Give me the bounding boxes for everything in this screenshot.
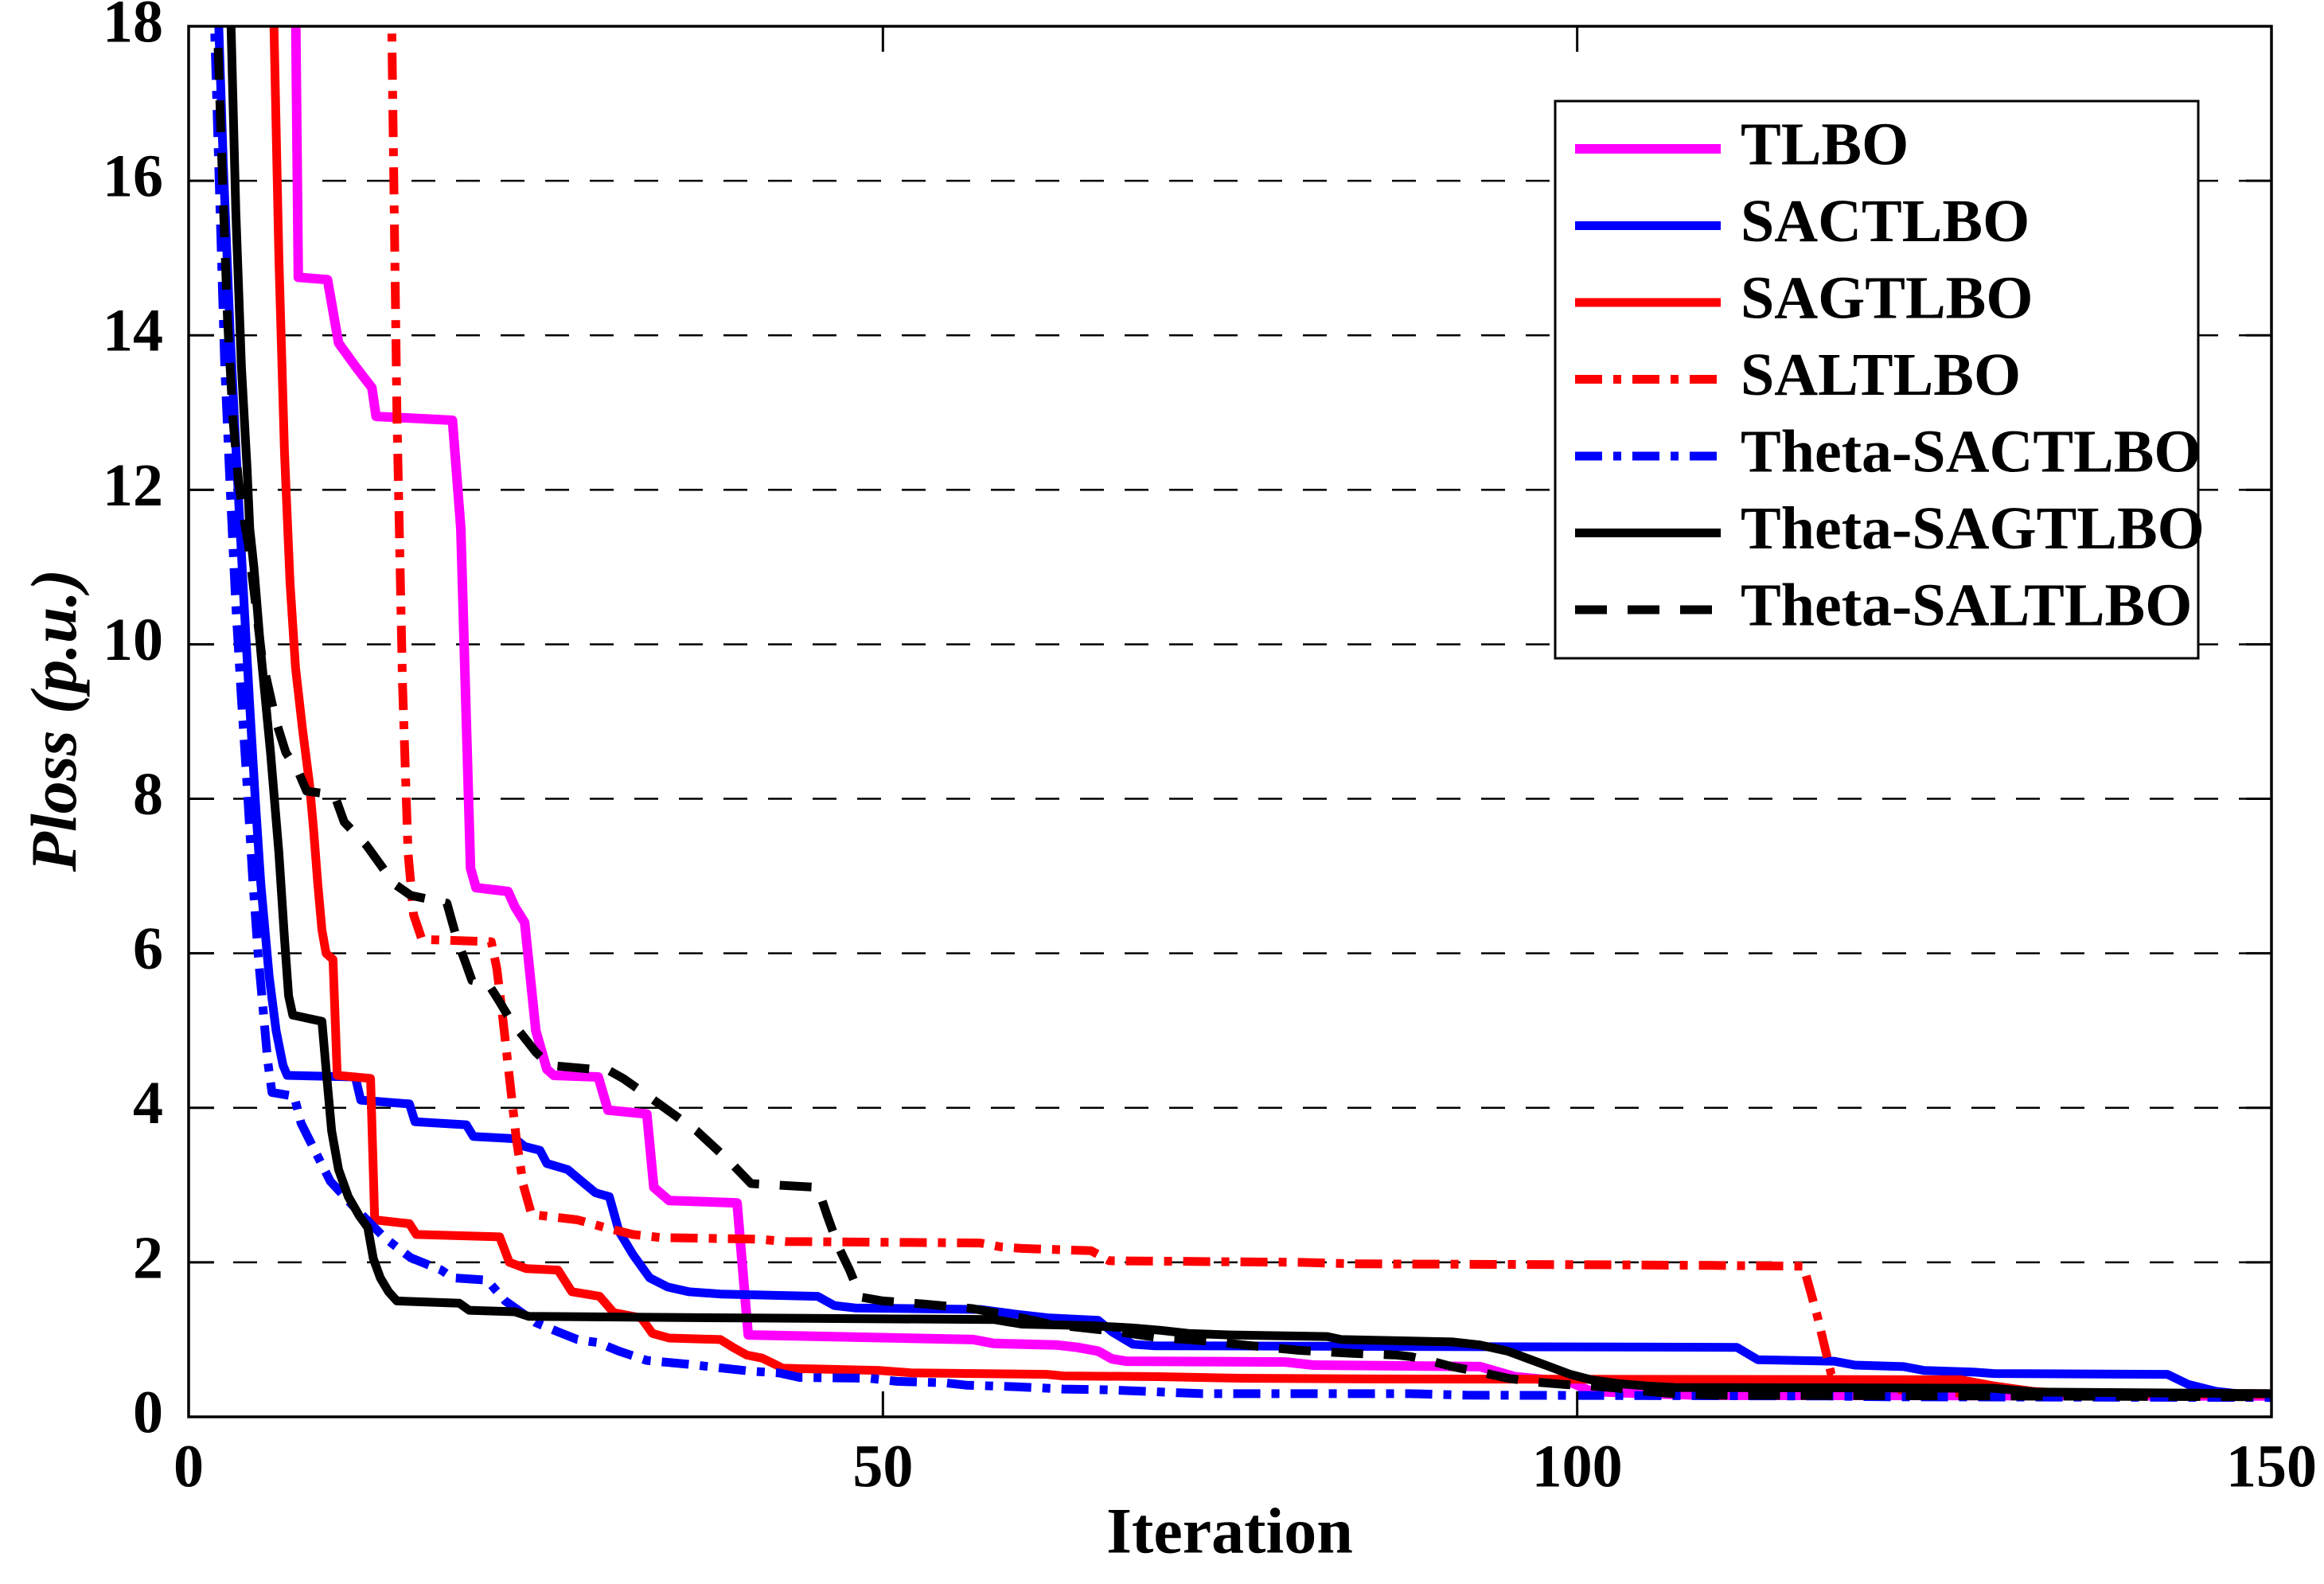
curve-theta-sactlbo: [210, 26, 2271, 1403]
legend-label-theta-sagtlbo: Theta-SAGTLBO: [1741, 495, 2205, 562]
legend-label-theta-sactlbo: Theta-SACTLBO: [1741, 418, 2201, 485]
legend: TLBO SACTLBO SAGTLBO SALTLBO Theta-SACTLBO Th…: [1554, 99, 2205, 660]
x-tick-label-50: 50: [852, 1434, 913, 1500]
curve-theta-saltlbo: [213, 26, 2271, 1402]
legend-label-sagtlbo: SAGTLBO: [1741, 264, 2033, 331]
y-tick-label-4: 4: [133, 1070, 163, 1137]
curve-theta-sagtlbo: [226, 26, 2271, 1399]
curve-sagtlbo: [269, 26, 2271, 1399]
series-curves: [210, 26, 2271, 1403]
y-tick-label-18: 18: [103, 0, 163, 55]
legend-label-saltlbo: SALTLBO: [1741, 341, 2021, 408]
x-tick-label-150: 150: [2226, 1434, 2317, 1500]
axis-ticks: [189, 26, 2271, 1417]
x-tick-label-100: 100: [1532, 1434, 1623, 1500]
legend-label-theta-saltlbo: Theta-SALTLBO: [1741, 572, 2192, 638]
y-tick-label-10: 10: [103, 607, 163, 673]
y-tick-label-14: 14: [103, 298, 163, 365]
legend-label-sactlbo: SACTLBO: [1741, 188, 2030, 255]
axis-tick-labels: 0 50 100 150 0 2 4 6 8 10 12 14 16 18: [103, 0, 2317, 1500]
axes: 0 50 100 150 0 2 4 6 8 10 12 14 16 18: [103, 0, 2317, 1500]
plot-border: [187, 25, 2273, 1418]
y-tick-label-8: 8: [133, 761, 163, 828]
curve-saltlbo: [387, 26, 2271, 1399]
legend-box: [1554, 99, 2200, 660]
curve-tlbo: [290, 26, 2271, 1401]
curve-sactlbo: [214, 26, 2271, 1399]
y-axis-title: Ploss (p.u.): [18, 569, 90, 872]
y-tick-label-16: 16: [103, 143, 163, 210]
y-tick-label-6: 6: [133, 915, 163, 982]
x-tick-label-0: 0: [174, 1434, 204, 1500]
x-axis-title: Iteration: [1106, 1494, 1353, 1566]
y-tick-label-0: 0: [133, 1379, 163, 1445]
gridlines: [189, 179, 2271, 1264]
y-tick-label-2: 2: [133, 1224, 163, 1291]
y-tick-label-12: 12: [103, 452, 163, 519]
legend-label-tlbo: TLBO: [1741, 111, 1909, 178]
